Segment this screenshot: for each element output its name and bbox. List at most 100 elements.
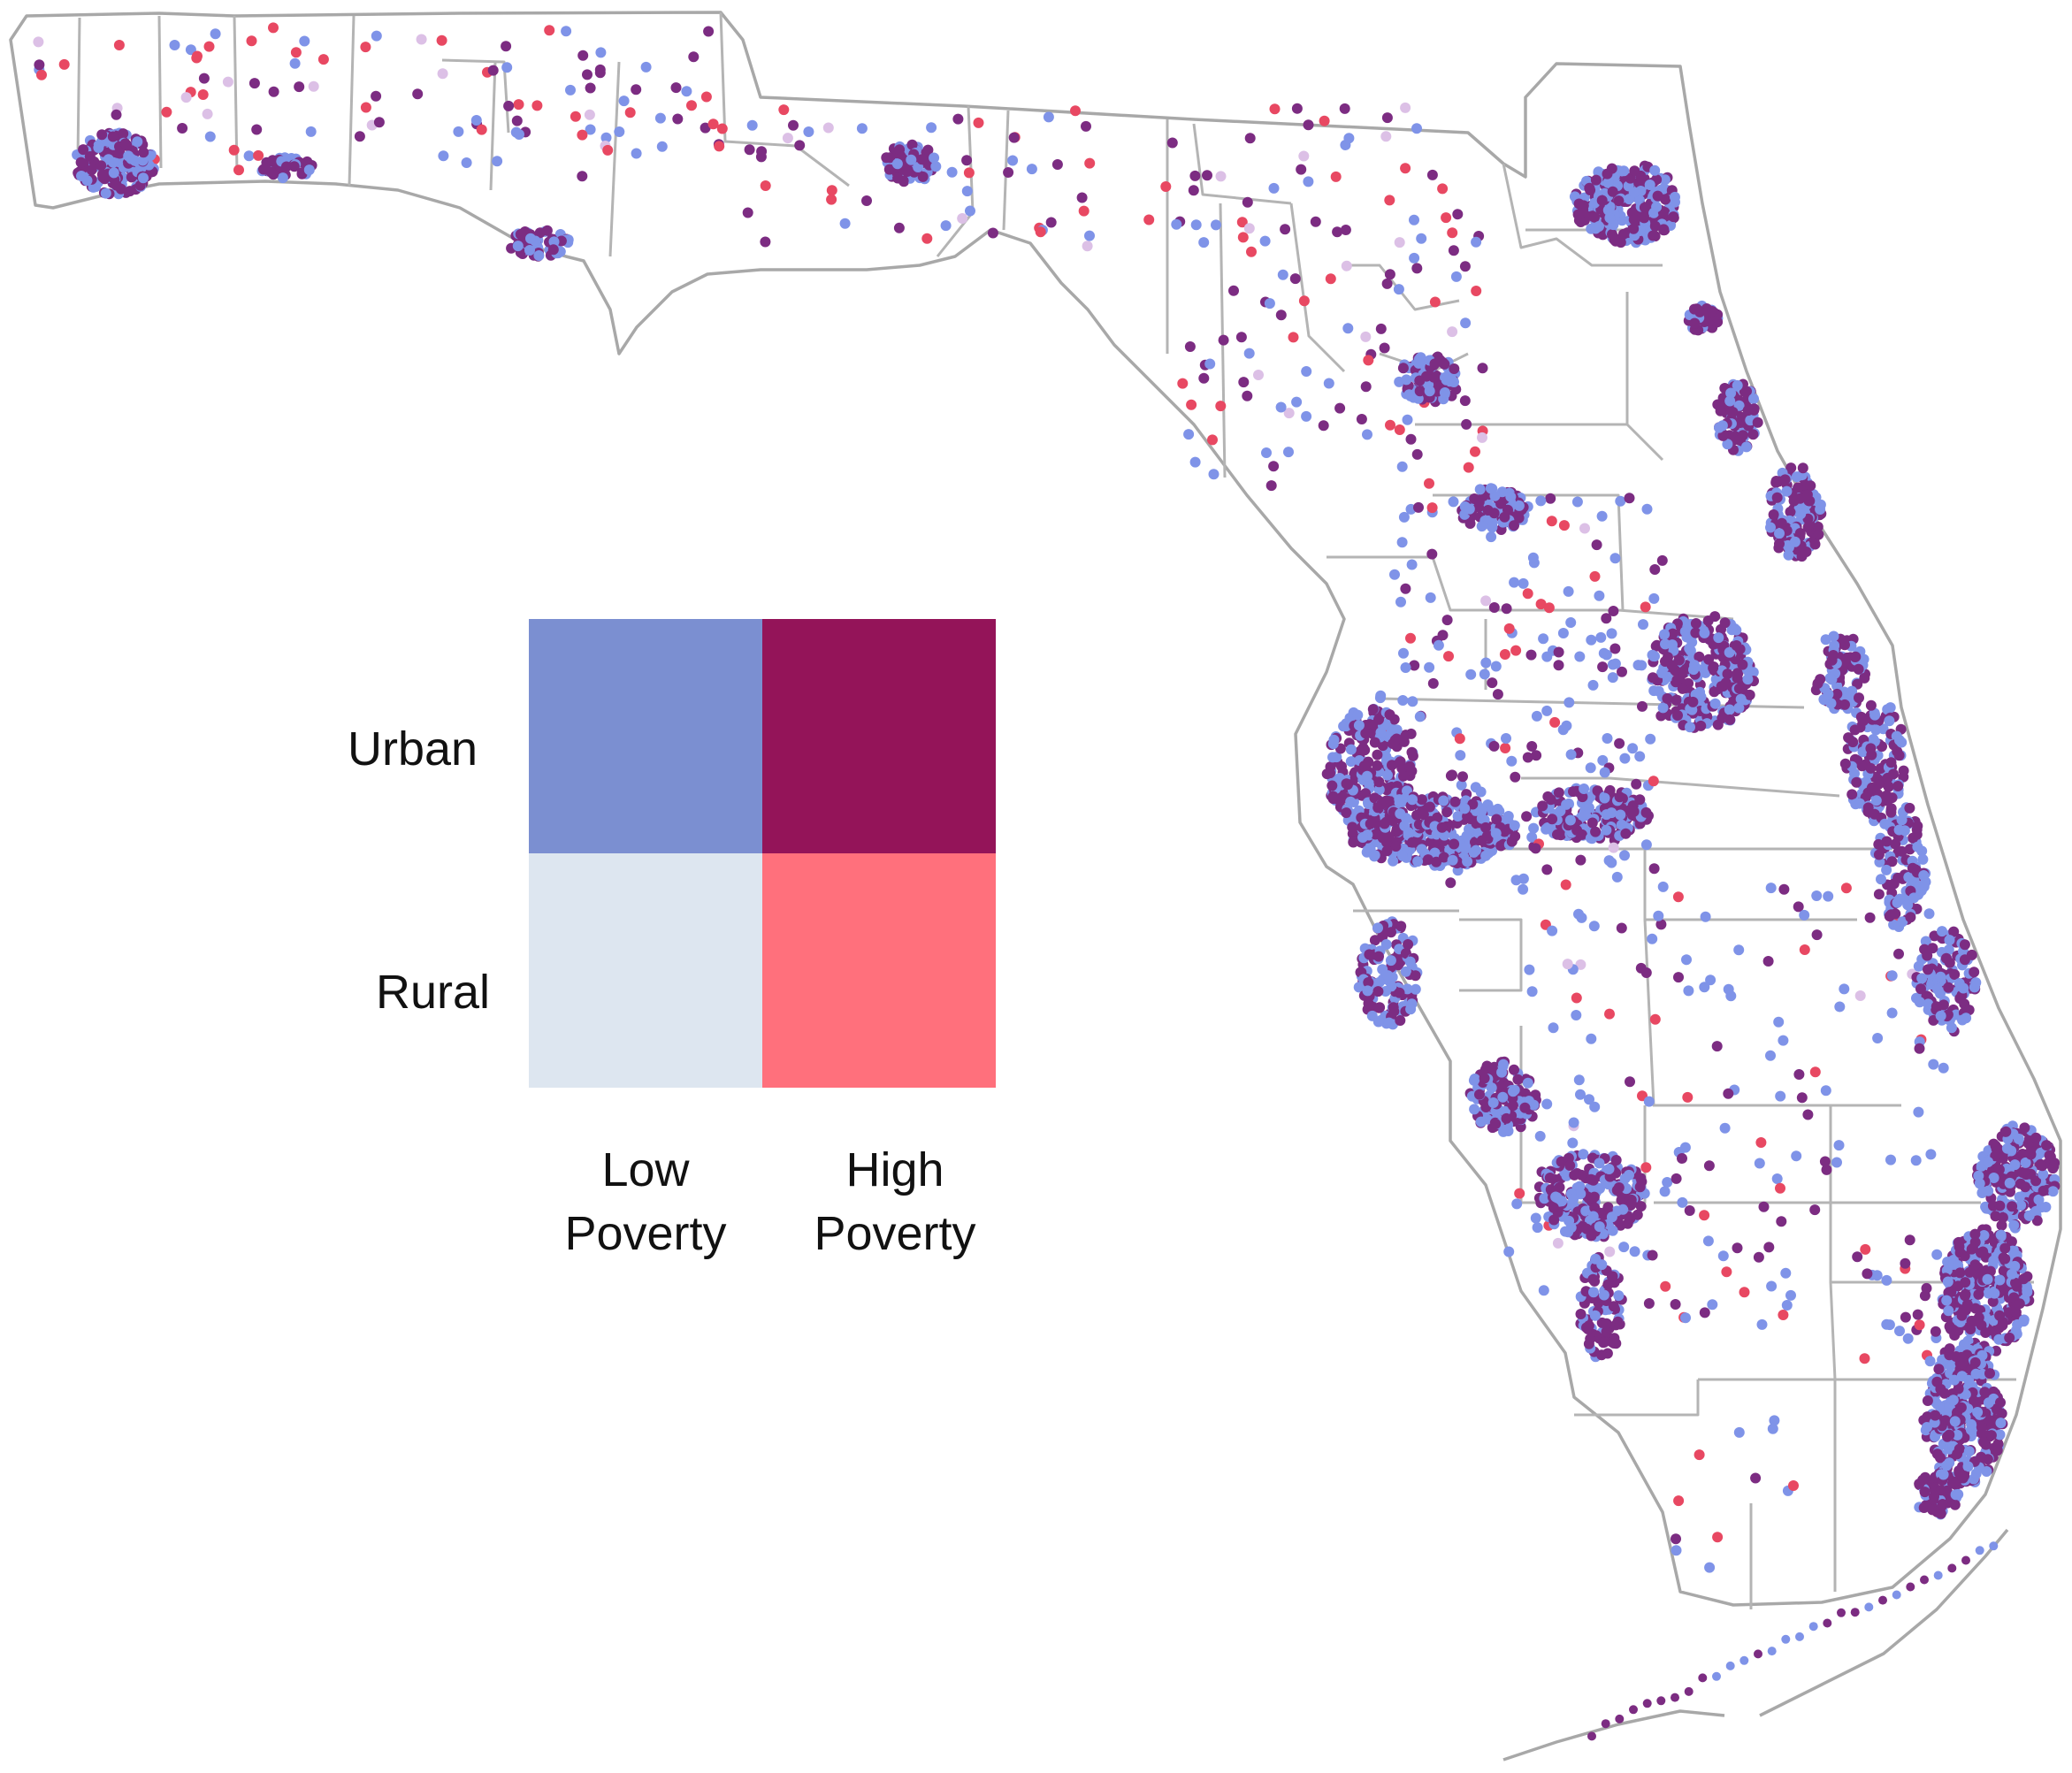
settlement-dot — [1619, 850, 1630, 861]
settlement-dot — [1564, 814, 1576, 826]
settlement-dot — [1340, 225, 1351, 235]
settlement-dot — [1708, 662, 1719, 674]
settlement-dot — [1375, 727, 1387, 738]
settlement-dot — [1410, 970, 1421, 982]
settlement-dot — [1982, 1273, 1993, 1285]
settlement-dot — [1402, 983, 1413, 995]
settlement-dot — [1576, 912, 1587, 923]
settlement-dot — [1950, 1351, 1961, 1362]
settlement-dot — [354, 131, 365, 142]
settlement-dot — [1558, 520, 1570, 531]
settlement-dot — [1998, 1265, 2009, 1277]
settlement-dot — [1379, 342, 1390, 354]
settlement-dot — [1400, 102, 1411, 113]
settlement-dot — [1773, 1016, 1785, 1028]
settlement-dot — [1688, 664, 1700, 676]
settlement-dot — [1594, 1158, 1605, 1169]
settlement-dot — [1631, 778, 1642, 790]
settlement-dot — [2031, 1215, 2043, 1227]
settlement-dot — [1362, 985, 1373, 997]
settlement-dot — [1514, 1188, 1525, 1199]
settlement-dot — [1712, 1671, 1721, 1681]
settlement-dot — [126, 153, 137, 164]
settlement-dot — [1441, 806, 1453, 818]
settlement-dot — [1960, 1389, 1971, 1400]
settlement-dot — [1518, 883, 1529, 895]
settlement-dot — [512, 241, 524, 252]
settlement-dot — [1774, 539, 1785, 549]
settlement-dot — [1793, 901, 1804, 913]
settlement-dot — [1143, 214, 1155, 225]
settlement-dot — [1412, 856, 1424, 867]
settlement-dot — [1084, 230, 1095, 241]
settlement-dot — [438, 150, 449, 162]
settlement-dot — [1996, 1219, 2007, 1231]
settlement-dot — [1626, 1198, 1638, 1210]
settlement-dot — [742, 207, 753, 218]
settlement-dot — [1594, 221, 1604, 232]
settlement-dot — [856, 123, 868, 134]
settlement-dot — [1920, 936, 1931, 947]
settlement-dot — [1700, 911, 1711, 922]
settlement-dot — [290, 47, 302, 58]
settlement-dot — [1890, 908, 1901, 920]
settlement-dot — [1407, 696, 1418, 707]
settlement-dot — [1704, 1562, 1716, 1573]
settlement-dot — [288, 161, 300, 172]
settlement-dot — [1370, 829, 1381, 840]
settlement-dot — [1903, 872, 1915, 883]
settlement-dot — [1979, 1387, 1991, 1398]
settlement-dot — [1283, 408, 1295, 419]
settlement-dot — [470, 115, 482, 126]
settlement-dot — [1425, 592, 1436, 603]
settlement-dot — [453, 126, 464, 137]
settlement-dot — [1617, 666, 1627, 677]
settlement-dot — [1965, 1324, 1976, 1334]
settlement-dot — [1953, 1467, 1965, 1479]
settlement-dot — [1609, 553, 1621, 564]
settlement-dot — [1791, 471, 1802, 483]
settlement-dot — [1490, 1119, 1502, 1129]
settlement-dot — [1795, 508, 1807, 520]
settlement-dot — [1617, 1204, 1629, 1215]
settlement-dot — [1988, 1255, 1999, 1266]
settlement-dot — [1578, 1149, 1589, 1160]
settlement-dot — [1395, 808, 1406, 820]
settlement-dot — [1995, 1418, 2007, 1429]
settlement-dot — [894, 144, 906, 156]
legend-col-label-high-line2: Poverty — [814, 1206, 976, 1260]
settlement-dot — [2023, 1210, 2035, 1221]
settlement-dot — [373, 117, 385, 128]
settlement-dot — [1947, 1563, 1957, 1573]
settlement-dot — [1978, 1436, 1990, 1448]
settlement-dot — [1414, 386, 1426, 397]
settlement-dot — [1849, 724, 1861, 736]
settlement-dot — [1373, 976, 1385, 988]
settlement-dot — [602, 144, 614, 156]
settlement-dot — [132, 136, 143, 148]
settlement-dot — [1886, 970, 1898, 982]
florida-outline — [9, 11, 2062, 1607]
settlement-dot — [1398, 770, 1409, 782]
settlement-dot — [1981, 1466, 1992, 1477]
settlement-dot — [1505, 491, 1517, 502]
settlement-dot — [1615, 809, 1626, 821]
settlement-dot — [1918, 870, 1930, 881]
settlement-dot — [2030, 1132, 2042, 1143]
settlement-dot — [1667, 639, 1678, 651]
settlement-dot — [1391, 733, 1403, 745]
settlement-dot — [1699, 982, 1710, 993]
settlement-dot — [1923, 998, 1934, 1010]
settlement-dot — [1369, 850, 1380, 861]
settlement-dot — [1487, 1097, 1499, 1108]
settlement-dot — [1628, 223, 1640, 234]
settlement-dot — [1953, 1280, 1964, 1292]
settlement-dot — [1007, 155, 1019, 166]
settlement-dot — [921, 233, 933, 244]
settlement-dot — [1473, 501, 1484, 513]
settlement-dot — [2018, 1273, 2030, 1285]
settlement-dot — [514, 129, 524, 140]
settlement-dot — [1599, 767, 1610, 778]
settlement-dot — [1837, 1608, 1846, 1617]
settlement-dot — [1498, 1058, 1509, 1070]
